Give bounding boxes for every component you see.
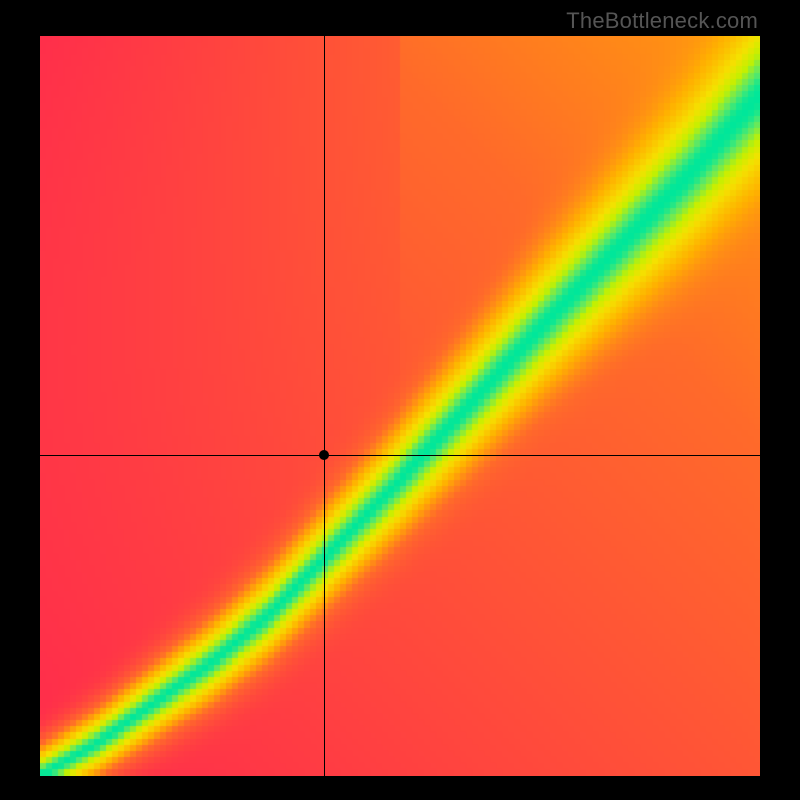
- data-point-marker: [319, 450, 329, 460]
- watermark-text: TheBottleneck.com: [566, 8, 758, 34]
- chart-container: TheBottleneck.com: [0, 0, 800, 800]
- heatmap-canvas: [40, 36, 760, 776]
- plot-area: [40, 36, 760, 776]
- crosshair-horizontal: [40, 455, 760, 456]
- crosshair-vertical: [324, 36, 325, 776]
